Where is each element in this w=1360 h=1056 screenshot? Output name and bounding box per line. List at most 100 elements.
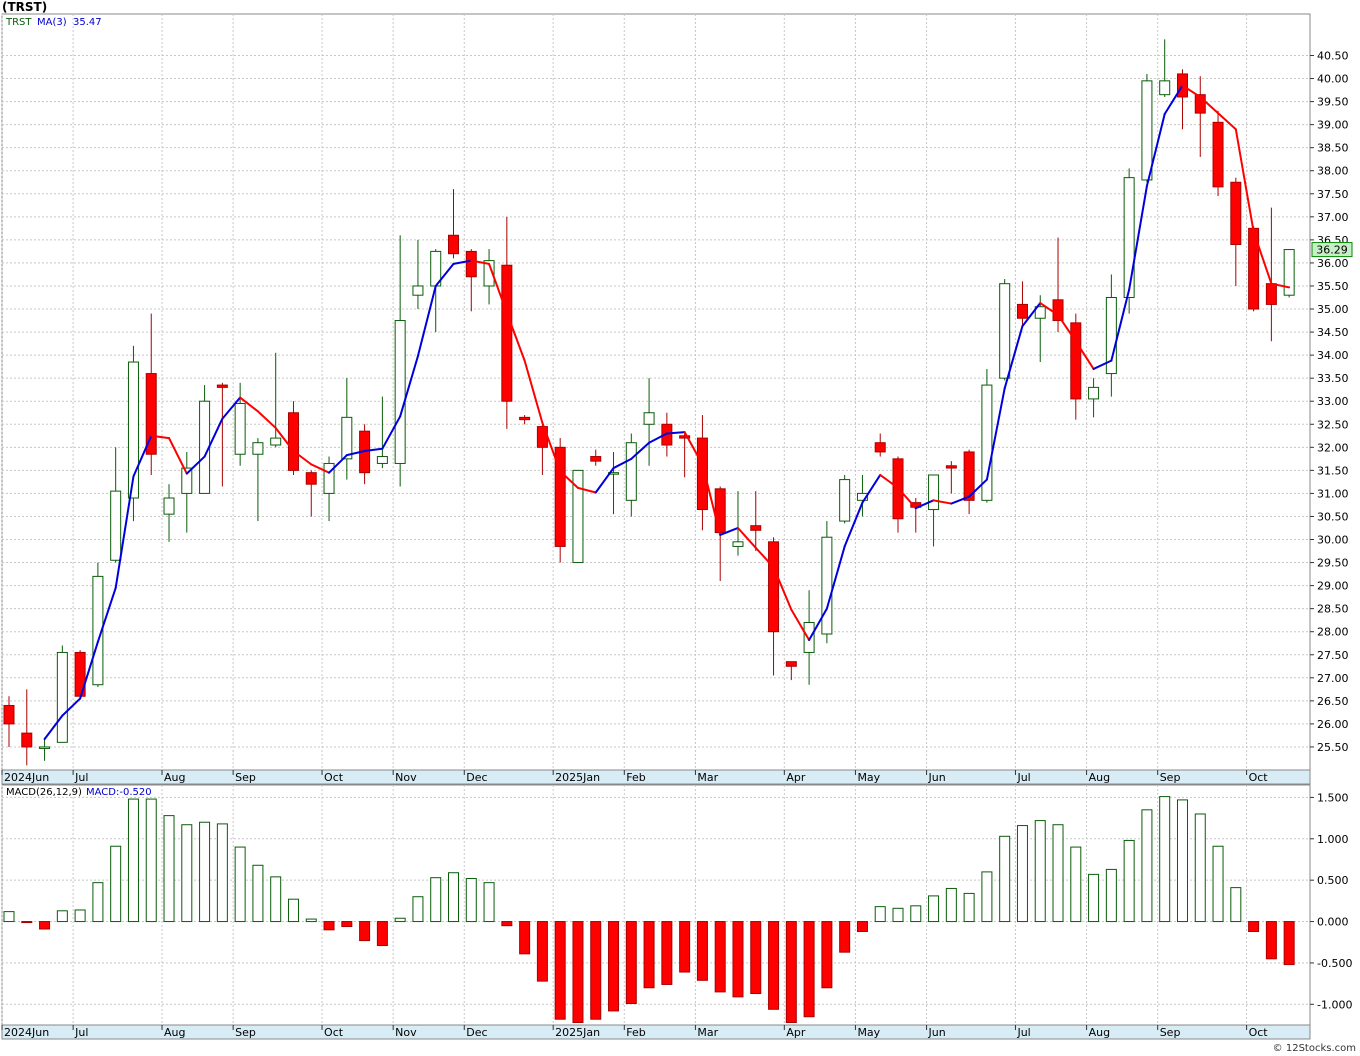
price-panel: 25.50 26.00 26.50 27.00 27.50 28.00 28.50 29.00… (1, 13, 1353, 771)
price-tick-label: 33.50 (1317, 372, 1349, 385)
ma3-segment (1163, 84, 1184, 116)
macd-bar (270, 876, 282, 923)
macd-bar (181, 824, 193, 923)
macd-bar (945, 887, 957, 923)
ma3-segment (665, 431, 686, 435)
macd-bar (501, 921, 513, 927)
macd-legend-label: MACD(26,12,9) (6, 787, 82, 798)
price-x-axis-strip (1, 769, 1311, 785)
price-x-label: Jul (74, 771, 88, 784)
ma3-segment (43, 714, 64, 741)
price-x-label: Apr (786, 771, 806, 784)
price-tick-label: 32.00 (1317, 441, 1349, 454)
macd-x-label: 2024Jun (4, 1026, 49, 1039)
macd-bar (1141, 809, 1153, 923)
macd-bar (163, 815, 175, 923)
ma3-segment (114, 475, 135, 589)
ma3-segment (897, 486, 917, 510)
ma3-segment (790, 608, 811, 642)
last-price-tag-bg (1311, 242, 1353, 258)
price-x-axis: 2024Jun Jul Aug Sep Oct Nov Dec 2025Jan Feb Mar Ap… (1, 770, 1268, 784)
ma3-segment (61, 697, 82, 717)
ma3-segment (523, 359, 544, 424)
candle-body (590, 456, 602, 462)
macd-bar (199, 821, 211, 923)
macd-bar (92, 882, 104, 923)
candle-body (287, 412, 299, 471)
macd-bar (483, 882, 495, 923)
macd-x-label: Dec (466, 1026, 487, 1039)
macd-x-axis-strip (1, 1024, 1311, 1040)
ma3-segment (96, 586, 117, 643)
macd-bar (56, 910, 68, 923)
candle-body (163, 497, 175, 515)
ma3-segment (399, 355, 419, 418)
macd-bar (856, 921, 868, 932)
ma3-segment (1074, 340, 1095, 370)
candle-body (679, 435, 691, 439)
candle-body (928, 474, 940, 511)
macd-bar (1194, 813, 1206, 923)
candle-body (945, 465, 957, 469)
macd-x-label: 2025Jan (555, 1026, 600, 1039)
ma3-segment (1021, 302, 1042, 328)
macd-bar (287, 898, 299, 923)
candle-body (1230, 181, 1242, 245)
price-x-label: Dec (466, 771, 487, 784)
macd-bar (1212, 845, 1224, 923)
ma3-segment (363, 447, 384, 453)
ma3-segment (754, 546, 775, 569)
candle-body (963, 451, 975, 501)
price-x-label: Aug (1089, 771, 1110, 784)
macd-x-label: Apr (786, 1026, 806, 1039)
macd-tick-label: 1.500 (1317, 791, 1349, 804)
macd-bar (910, 905, 922, 923)
price-tick-label: 35.50 (1317, 280, 1349, 293)
ma3-segment (488, 262, 508, 314)
ma3-segment (576, 486, 597, 494)
macd-bar (1123, 839, 1135, 923)
ma3-segment (1199, 95, 1220, 115)
price-y-axis: 25.50 26.00 26.50 27.00 27.50 28.00 28.50 29.00… (1310, 49, 1349, 754)
ma3-segment (505, 311, 526, 362)
candle-body (323, 462, 335, 494)
candle-body (696, 437, 708, 511)
candle-body (483, 260, 495, 287)
price-x-label: Oct (324, 771, 344, 784)
candle-body (376, 456, 388, 464)
macd-x-label: Jun (928, 1026, 946, 1039)
candle-body (981, 384, 993, 501)
macd-bar (1176, 799, 1188, 923)
ma3-segment (381, 415, 402, 450)
ma3-segment (292, 450, 313, 466)
candle-body (1016, 303, 1028, 319)
last-price-tag: 36.29 (1311, 242, 1353, 258)
candle-body (714, 488, 726, 534)
candle-body (127, 361, 139, 499)
ma3-segment (221, 396, 242, 420)
price-tick-label: 38.50 (1317, 142, 1349, 155)
candle-body (341, 416, 353, 460)
candle-body (732, 541, 744, 547)
macd-bar (608, 921, 620, 1012)
ma3-segment (541, 421, 562, 473)
price-tick-label: 35.00 (1317, 303, 1349, 316)
candle-body (56, 651, 68, 743)
macd-bar (554, 921, 566, 1020)
candle-body (270, 437, 282, 446)
macd-bar (590, 921, 602, 1020)
macd-bar (234, 846, 246, 923)
macd-bar (341, 921, 353, 928)
ma3-segment (914, 499, 935, 510)
macd-x-label: Mar (697, 1026, 718, 1039)
price-tick-label: 27.00 (1317, 672, 1349, 685)
ma3-segment (1039, 302, 1060, 317)
candle-body (661, 423, 673, 446)
macd-bar (661, 921, 673, 985)
price-tick-label: 37.50 (1317, 188, 1349, 201)
ma3-segment (1145, 113, 1166, 187)
macd-tick-label: 0.000 (1317, 916, 1349, 929)
macd-bar (1088, 873, 1100, 923)
ma3-segment (985, 387, 1006, 481)
candle-body (1123, 177, 1135, 299)
